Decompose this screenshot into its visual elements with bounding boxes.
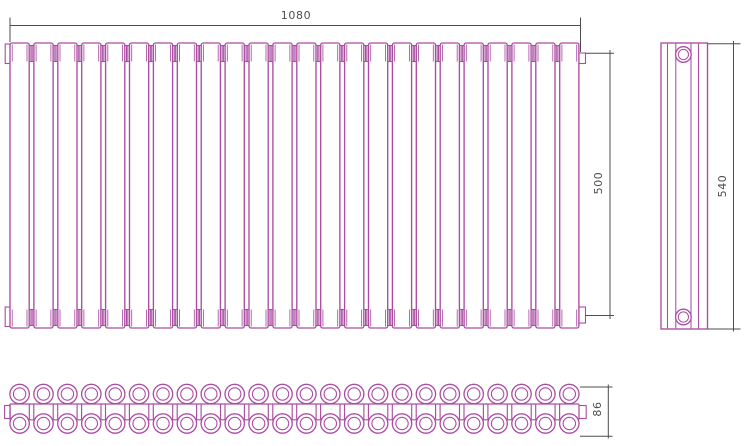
dimension-width-label: 1080 [280, 9, 312, 22]
side-view [660, 42, 709, 330]
dimension-depth-label: 86 [591, 401, 604, 417]
dimension-overall-height-label: 540 [716, 174, 729, 198]
front-view [4, 42, 587, 329]
dimension-tube-height-label: 500 [592, 171, 605, 195]
bottom-view [4, 383, 587, 434]
dimension-lines [9, 17, 741, 439]
